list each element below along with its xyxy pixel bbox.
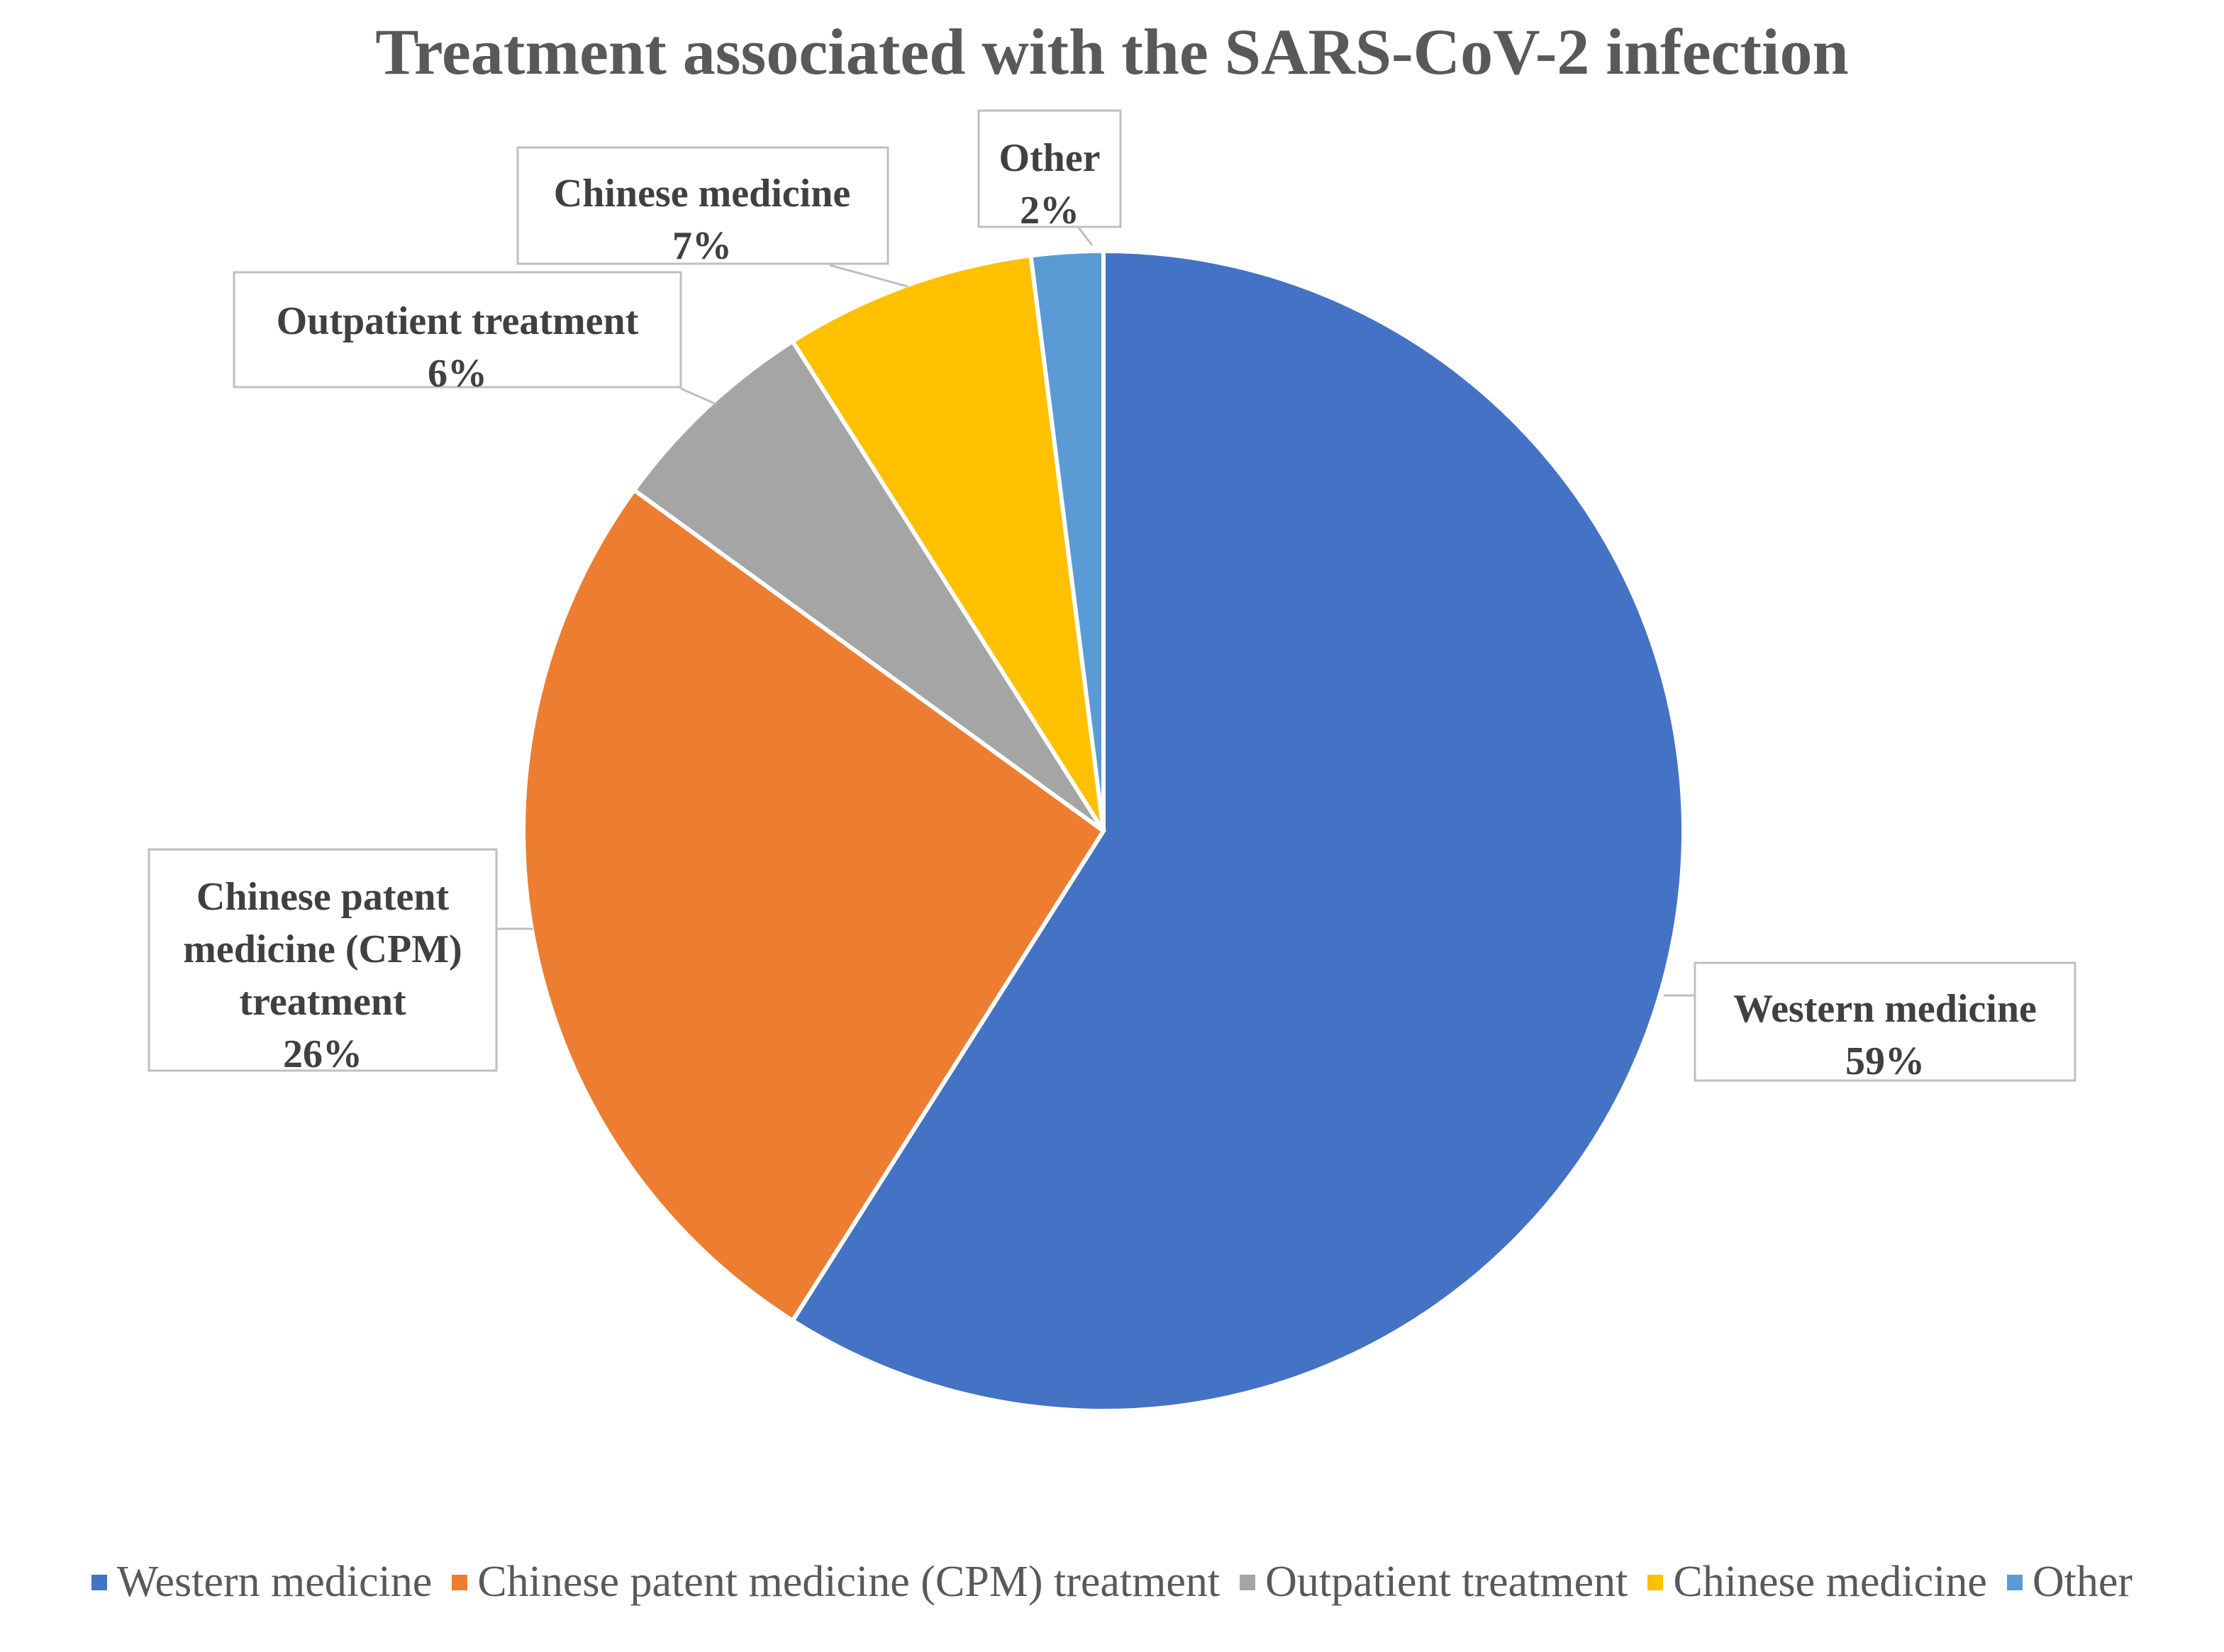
pie-slice-other [1028,248,1106,832]
data-label-text: 59% [1845,1039,1925,1083]
legend-swatch [1647,1574,1664,1590]
data-label-text: 2% [1020,189,1079,233]
chart-title: Treatment associated with the SARS-CoV-2… [375,16,1849,88]
legend-label: Other [2032,1558,2133,1606]
data-label-box [1694,961,2076,1082]
legend-item-chinese-medicine: Chinese medicine [1647,1557,1987,1607]
data-label-box [516,146,889,265]
data-label-box [148,848,498,1072]
data-label-western-medicine: Western medicine 59% [1664,961,2076,1083]
chart-legend: Western medicine Chinese patent medicine … [0,1557,2224,1607]
legend-swatch [2006,1574,2023,1590]
legend-label: Chinese medicine [1673,1558,1987,1606]
data-label-text: Western medicine [1733,987,2037,1031]
data-label-cpm-treatment: Chinese patent medicine (CPM) treatment 26% [148,848,533,1076]
data-label-outpatient-treatment: Outpatient treatment 6% [233,271,717,406]
data-label-box [977,109,1122,228]
data-label-text: Chinese medicine [554,172,850,216]
pie-slice-outpatient-treatment [631,338,1106,833]
data-label-other: Other 2% [977,109,1122,246]
data-label-text: 7% [672,224,732,268]
legend-item-western-medicine: Western medicine [91,1557,432,1607]
legend-swatch [91,1574,107,1590]
legend-swatch [1240,1574,1256,1590]
legend-item-outpatient-treatment: Outpatient treatment [1240,1557,1628,1607]
data-label-text: treatment [239,980,406,1024]
leader-line [680,387,717,406]
data-label-box [233,271,682,389]
pie-slice-cpm-treatment [521,487,1107,1324]
leader-line [1077,226,1094,246]
data-label-text: 6% [428,352,487,396]
legend-swatch [452,1574,468,1590]
data-label-text: Chinese patent [196,875,450,919]
legend-item-other: Other [2006,1557,2133,1607]
data-label-text: medicine (CPM) [183,927,462,971]
legend-label: Outpatient treatment [1265,1558,1628,1606]
data-label-text: 26% [283,1032,362,1076]
legend-label: Chinese patent medicine (CPM) treatment [477,1558,1221,1606]
legend-item-cpm-treatment: Chinese patent medicine (CPM) treatment [452,1557,1220,1607]
pie-slice-western-medicine [789,248,1686,1413]
data-label-text: Outpatient treatment [277,299,639,343]
leader-line [829,264,908,288]
data-label-text: Other [999,136,1100,180]
data-label-chinese-medicine: Chinese medicine 7% [516,146,908,288]
legend-label: Western medicine [116,1558,433,1606]
